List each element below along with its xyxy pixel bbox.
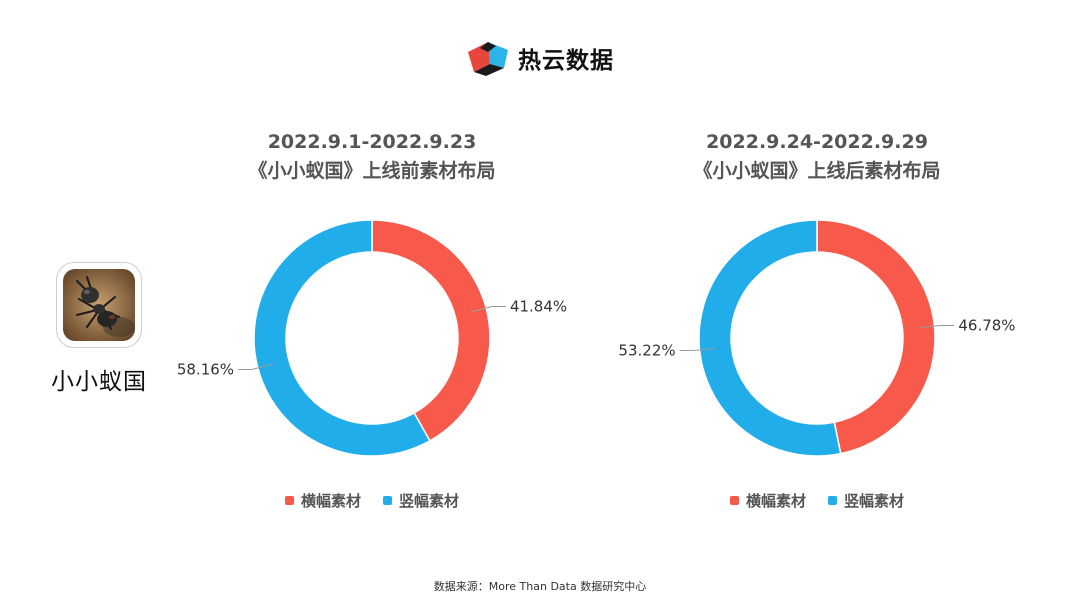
donut-slice-vertical [253, 219, 431, 457]
chart-1-title-line-2: 《小小蚁国》上线前素材布局 [248, 160, 496, 182]
donut-slice-horizontal [371, 219, 491, 442]
chart-1-donut: 41.84% 58.16% [177, 219, 567, 457]
chart-2-donut: 46.78% 53.22% [618, 219, 1016, 457]
brand-header: 热云数据 [0, 38, 1080, 78]
chart-1-title: 2022.9.1-2022.9.23 《小小蚁国》上线前素材布局 [172, 128, 572, 186]
legend-item-horizontal: 横幅素材 [729, 490, 806, 511]
data-label-vertical: 53.22% [618, 342, 675, 360]
legend-item-vertical: 竖幅素材 [828, 490, 904, 511]
legend-label-horizontal: 横幅素材 [300, 492, 361, 510]
ant-game-icon [56, 262, 142, 348]
brand-name: 热云数据 [518, 48, 614, 74]
data-label-vertical: 58.16% [177, 360, 234, 378]
game-info: 小小蚁国 [44, 262, 154, 396]
chart-1-title-line-1: 2022.9.1-2022.9.23 [267, 131, 477, 153]
legend-label-vertical: 竖幅素材 [844, 492, 905, 510]
leader-line [679, 347, 716, 352]
leader-line [918, 324, 955, 329]
legend-swatch-horizontal [284, 496, 294, 505]
chart-1-legend: 横幅素材 竖幅素材 [222, 490, 522, 511]
legend-item-vertical: 竖幅素材 [383, 490, 459, 511]
game-name: 小小蚁国 [51, 369, 147, 395]
leader-line [470, 306, 506, 313]
reyun-logo-icon [468, 42, 508, 76]
chart-2-title-line-2: 《小小蚁国》上线后素材布局 [693, 160, 941, 182]
legend-item-horizontal: 横幅素材 [284, 490, 361, 511]
legend-swatch-vertical [828, 496, 837, 505]
data-label-horizontal: 41.84% [510, 298, 567, 316]
data-label-horizontal: 46.78% [958, 316, 1015, 334]
chart-2-title-line-1: 2022.9.24-2022.9.29 [706, 131, 928, 153]
donut-slice-horizontal [816, 219, 936, 455]
chart-2-title: 2022.9.24-2022.9.29 《小小蚁国》上线后素材布局 [617, 128, 1017, 186]
leader-line [238, 363, 274, 370]
legend-label-horizontal: 横幅素材 [745, 492, 806, 510]
chart-2-legend: 横幅素材 竖幅素材 [667, 490, 967, 511]
data-source-footer: 数据来源：More Than Data 数据研究中心 [433, 580, 647, 593]
legend-swatch-vertical [383, 496, 392, 505]
legend-label-vertical: 竖幅素材 [399, 492, 460, 510]
donut-slice-vertical [698, 219, 842, 457]
legend-swatch-horizontal [729, 496, 739, 505]
